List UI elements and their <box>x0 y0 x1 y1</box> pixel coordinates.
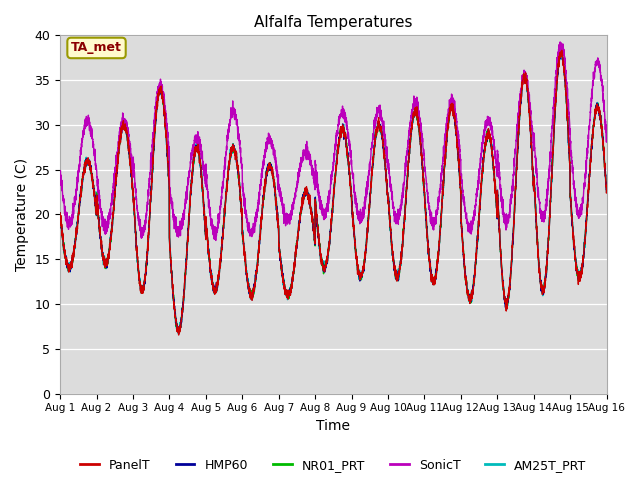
Y-axis label: Temperature (C): Temperature (C) <box>15 158 29 271</box>
Legend: PanelT, HMP60, NR01_PRT, SonicT, AM25T_PRT: PanelT, HMP60, NR01_PRT, SonicT, AM25T_P… <box>76 454 591 477</box>
X-axis label: Time: Time <box>316 419 350 433</box>
Text: TA_met: TA_met <box>71 41 122 54</box>
Title: Alfalfa Temperatures: Alfalfa Temperatures <box>254 15 413 30</box>
